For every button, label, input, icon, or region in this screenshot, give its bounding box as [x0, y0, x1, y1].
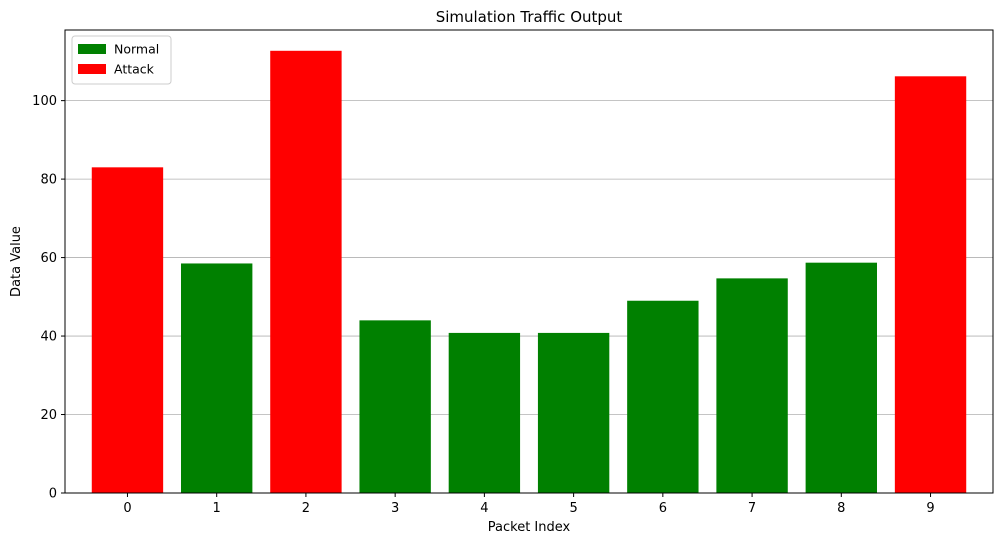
bar-normal	[716, 278, 788, 493]
x-tick-label: 6	[659, 501, 667, 516]
bar-normal	[537, 332, 610, 493]
bar-normal	[181, 263, 253, 493]
legend-label-normal: Normal	[114, 42, 159, 57]
y-tick-label: 60	[40, 251, 57, 266]
legend-entries: Normal Attack	[78, 42, 159, 77]
bars	[91, 50, 967, 494]
y-tick-label: 80	[40, 173, 57, 188]
y-axis-title: Data Value	[9, 226, 24, 297]
chart-title: Simulation Traffic Output	[436, 8, 623, 26]
y-tick-label: 40	[40, 330, 57, 345]
x-tick-label: 5	[569, 501, 577, 516]
bar-normal	[359, 320, 431, 493]
x-axis-title: Packet Index	[488, 520, 571, 535]
plot-frame	[64, 29, 994, 494]
x-axis-ticks: 0 1 2 3 4 5 6 7 8 9	[123, 493, 935, 516]
legend-swatch-normal	[78, 44, 106, 54]
legend-label-attack: Attack	[114, 62, 155, 77]
x-tick-label: 2	[302, 501, 310, 516]
y-tick-label: 100	[32, 94, 57, 109]
y-tick-label: 0	[49, 487, 57, 502]
x-tick-label: 7	[748, 501, 756, 516]
y-axis-ticks: 0 20 40 60 80 100	[32, 94, 65, 502]
x-tick-label: 9	[926, 501, 934, 516]
legend-swatch-attack	[78, 64, 106, 74]
bar-attack	[270, 50, 342, 493]
bar-attack	[91, 167, 164, 493]
x-tick-label: 0	[123, 501, 131, 516]
x-tick-label: 8	[837, 501, 845, 516]
legend: Normal Attack	[71, 35, 172, 85]
x-tick-label: 3	[391, 501, 399, 516]
x-tick-label: 4	[480, 501, 488, 516]
bar-normal	[627, 300, 699, 493]
y-tick-label: 20	[40, 408, 57, 423]
bar-normal	[805, 262, 877, 493]
bar-attack	[894, 76, 967, 494]
bar-normal	[448, 332, 521, 493]
x-tick-label: 1	[213, 501, 221, 516]
